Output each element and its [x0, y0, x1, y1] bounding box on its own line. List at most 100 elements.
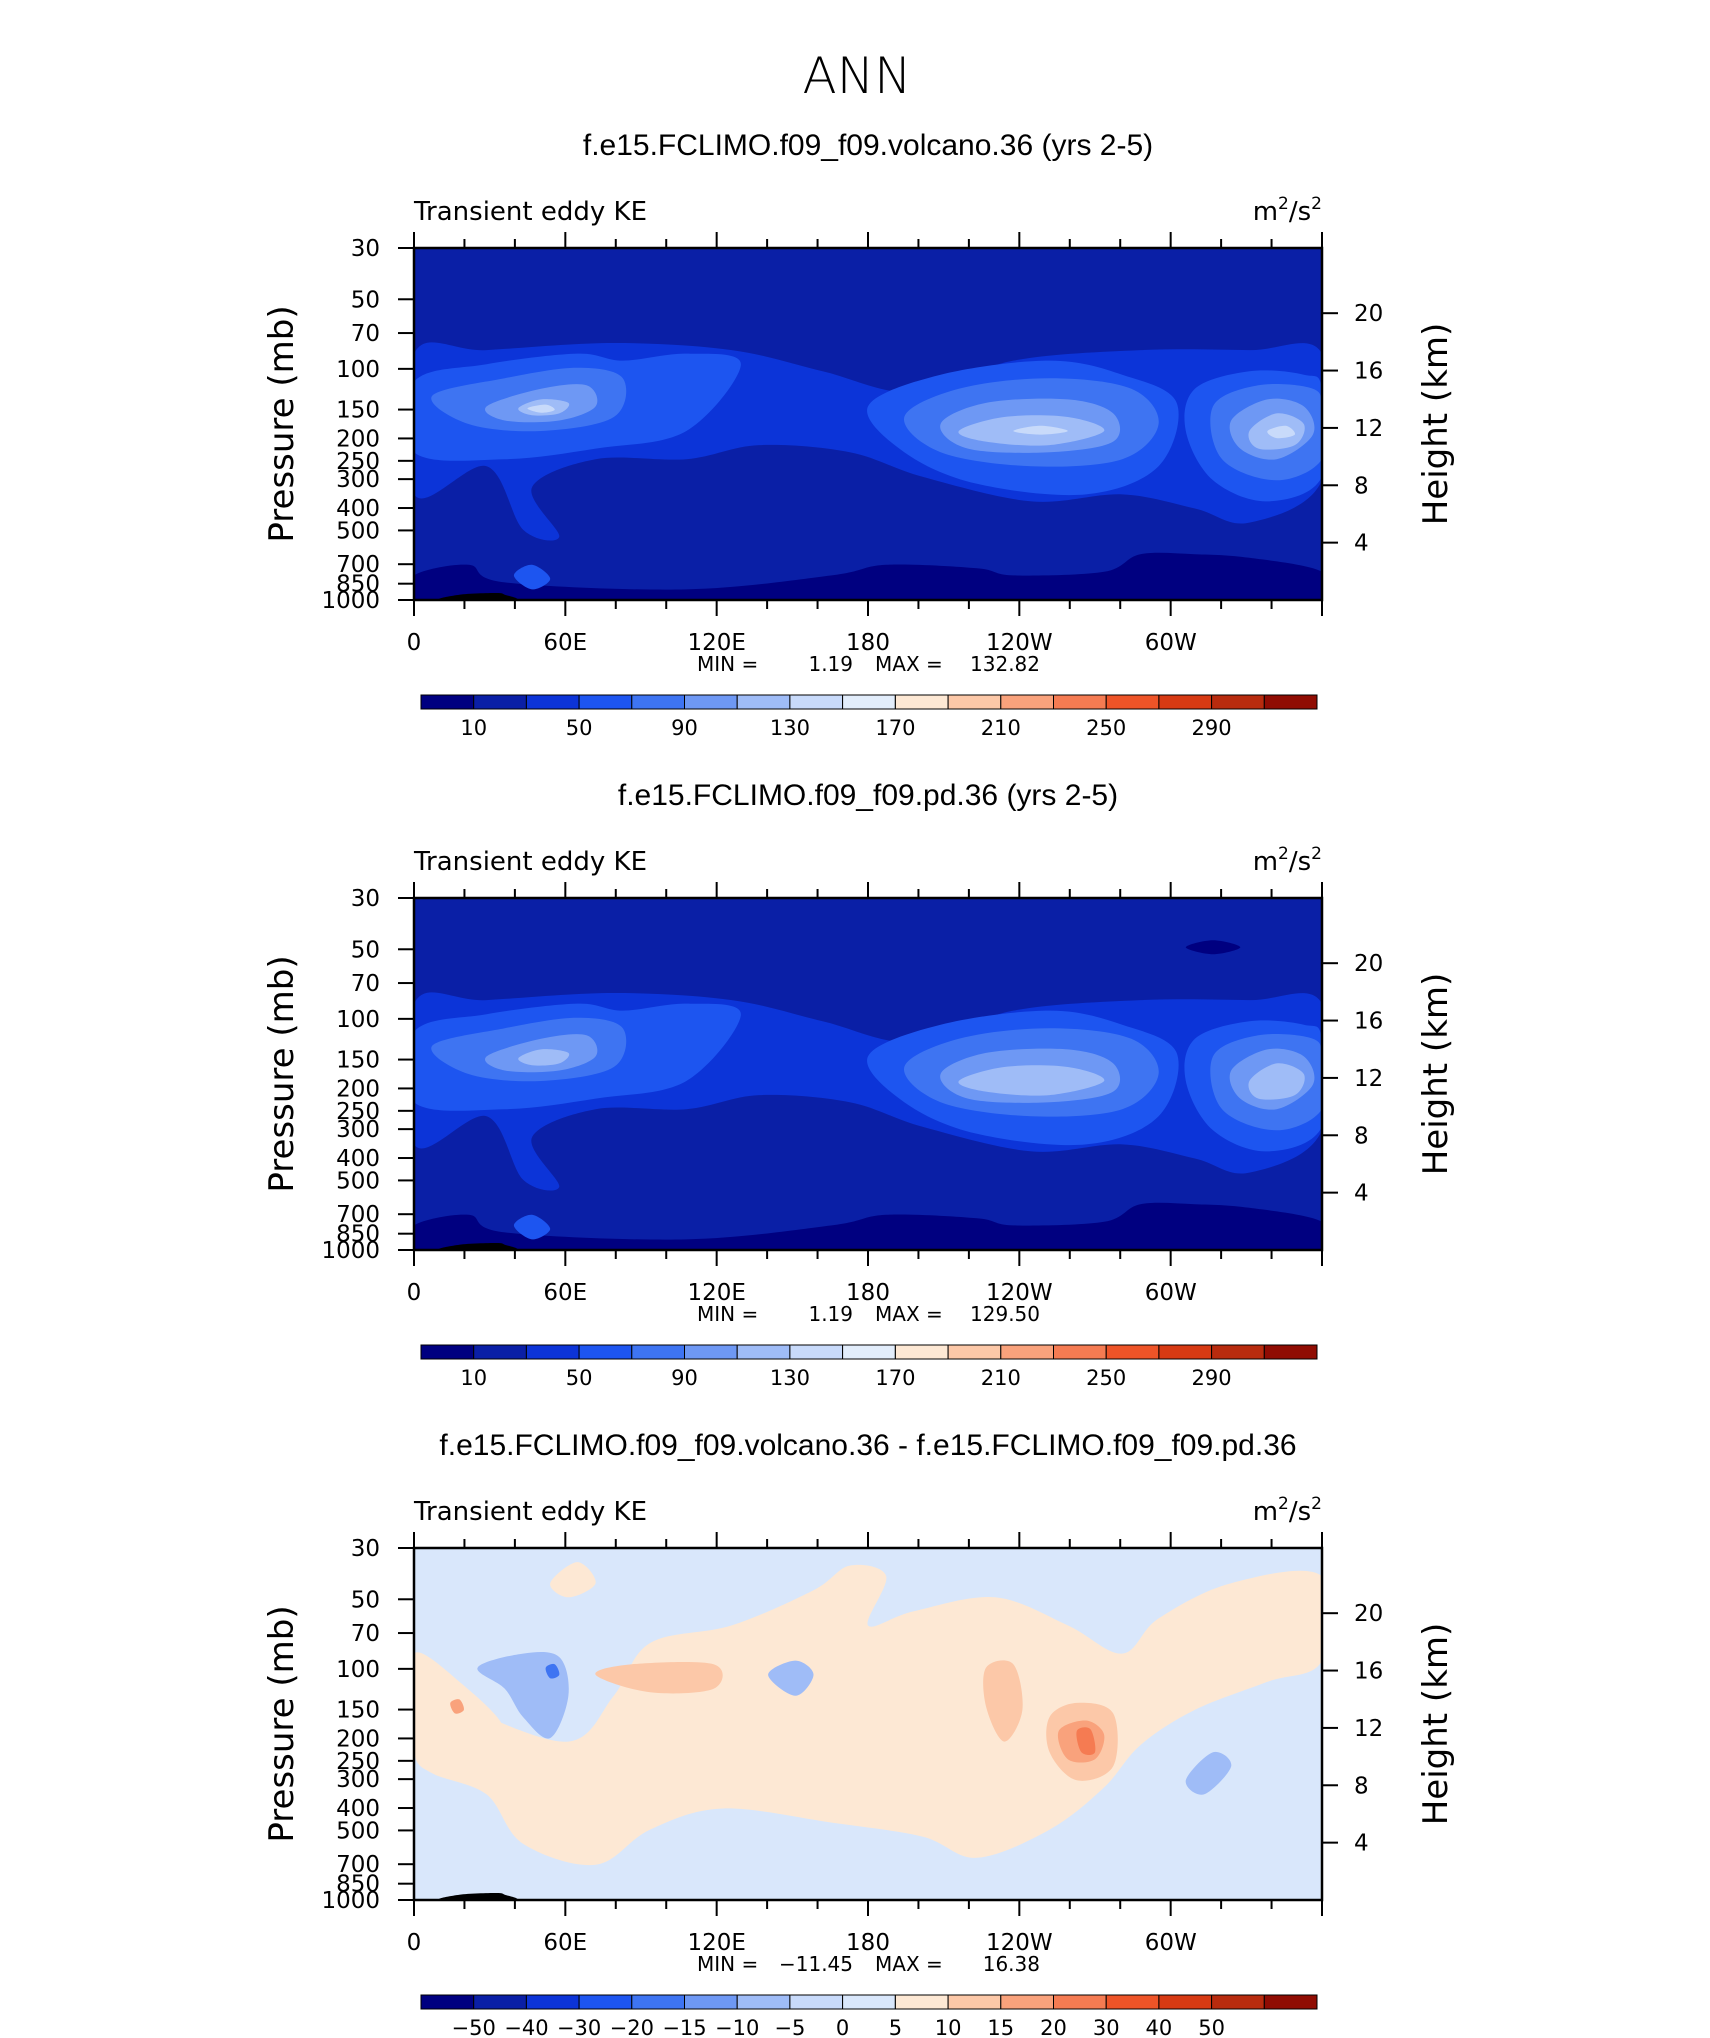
colorbar-label: 290: [1192, 1366, 1232, 1390]
colorbar-box: [525, 1994, 580, 2010]
contour-band-neg-1: [477, 1652, 569, 1739]
y-tick-label: 100: [336, 1657, 380, 1683]
contour-band-210-east: [958, 1065, 1105, 1096]
x-tick-label: 60W: [1145, 1280, 1197, 1306]
colorbar-box: [1263, 694, 1318, 710]
colorbar-label: −50: [452, 2016, 496, 2038]
units-mid: /s: [1289, 847, 1311, 877]
colorbar-label: 130: [770, 716, 810, 740]
colorbar-box: [1158, 1344, 1213, 1360]
colorbar-box: [631, 694, 685, 710]
y2-tick-label: 20: [1354, 951, 1383, 977]
x-tick-label: 60E: [543, 1280, 587, 1306]
colorbar-label: 10: [460, 716, 487, 740]
units-base: m: [1253, 1497, 1278, 1527]
y-tick-label: 850: [336, 572, 380, 598]
y-axis-label: Pressure (mb): [262, 305, 302, 542]
colorbar-box: [631, 1994, 685, 2010]
contour-band-low: [414, 552, 1322, 600]
units-exp: 2: [1311, 1494, 1322, 1514]
panel-units: m2/s2: [1253, 194, 1322, 227]
contour-field: [414, 898, 1322, 1250]
topography: [438, 593, 518, 600]
contour-band-210: [518, 1049, 570, 1066]
y-tick-label: 70: [351, 971, 380, 997]
panel-units: m2/s2: [1253, 1494, 1322, 1527]
x-tick-label: 60W: [1145, 630, 1197, 656]
contour-band-pos-2: [550, 1562, 596, 1598]
contour-field: [414, 248, 1322, 600]
y-axis-label: Pressure (mb): [262, 955, 302, 1192]
colorbar-label: −30: [557, 2016, 601, 2038]
colorbar-label: 290: [1192, 716, 1232, 740]
panel-3: f.e15.FCLIMO.f09_f09.volcano.36 - f.e15.…: [262, 1429, 1456, 2038]
y-tick-label: 400: [336, 496, 380, 522]
colorbar-box: [894, 1994, 949, 2010]
min-value: 1.19: [808, 652, 853, 676]
colorbar-box: [473, 694, 527, 710]
colorbar-box: [684, 1994, 738, 2010]
colorbar-label: 10: [460, 1366, 487, 1390]
y2-tick-label: 12: [1354, 1716, 1383, 1742]
y-tick-label: 100: [336, 357, 380, 383]
y-tick-label: 70: [351, 1621, 380, 1647]
colorbar-box: [578, 1344, 633, 1360]
colorbar-box: [1105, 694, 1160, 710]
colorbar-box: [842, 694, 896, 710]
y-tick-label: 150: [336, 1698, 380, 1724]
y-tick-label: 250: [336, 449, 380, 475]
colorbar-box: [1263, 1344, 1318, 1360]
y-tick-label: 30: [351, 236, 380, 262]
colorbar-box: [525, 1344, 580, 1360]
contour-band-neg-core: [545, 1663, 560, 1679]
colorbar-label: 50: [566, 716, 593, 740]
colorbar-box: [1053, 1344, 1107, 1360]
y-tick-label: 200: [336, 1726, 380, 1752]
panel-units: m2/s2: [1253, 844, 1322, 877]
y2-tick-label: 16: [1354, 1009, 1383, 1035]
y-tick-label: 500: [336, 518, 380, 544]
max-label: MAX =: [875, 652, 943, 676]
contour-band-pos-10: [595, 1661, 723, 1694]
colorbar-label: 10: [935, 2016, 962, 2038]
panel-1: f.e15.FCLIMO.f09_f09.volcano.36 (yrs 2-5…: [262, 129, 1456, 740]
colorbar-label: 90: [671, 1366, 698, 1390]
colorbar-box: [894, 694, 949, 710]
colorbar-box: [631, 1344, 685, 1360]
contour-band-surface-small: [513, 564, 551, 590]
colorbar-box: [420, 1994, 475, 2010]
colorbar-box: [1263, 1994, 1318, 2010]
x-tick-label: 120E: [687, 1280, 745, 1306]
min-label: MIN =: [697, 1302, 758, 1326]
x-tick-label: 120W: [986, 630, 1053, 656]
colorbar-label: −5: [774, 2016, 805, 2038]
y-tick-label: 200: [336, 426, 380, 452]
y-tick-label: 70: [351, 321, 380, 347]
x-tick-label: 120E: [687, 1930, 745, 1956]
y-tick-label: 300: [336, 1117, 380, 1143]
y-tick-label: 1000: [321, 1238, 380, 1264]
colorbar-box: [842, 1994, 896, 2010]
y-tick-label: 300: [336, 1767, 380, 1793]
colorbar-label: 30: [1093, 2016, 1120, 2038]
colorbar-box: [1053, 694, 1107, 710]
colorbar-label: 210: [981, 1366, 1021, 1390]
units-exp: 2: [1278, 1494, 1289, 1514]
units-base: m: [1253, 197, 1278, 227]
colorbar-box: [842, 1344, 896, 1360]
contour-band-pos-10d: [450, 1699, 465, 1714]
contour-band-neg-2: [768, 1660, 814, 1696]
units-exp: 2: [1278, 844, 1289, 864]
units-mid: /s: [1289, 1497, 1311, 1527]
y-tick-label: 50: [351, 937, 380, 963]
units-mid: /s: [1289, 197, 1311, 227]
y2-tick-label: 16: [1354, 359, 1383, 385]
y-tick-label: 50: [351, 1587, 380, 1613]
colorbar-box: [736, 1344, 791, 1360]
panel-subtitle-left: Transient eddy KE: [413, 1497, 647, 1527]
y-tick-label: 300: [336, 467, 380, 493]
min-label: MIN =: [697, 1952, 758, 1976]
y2-tick-label: 20: [1354, 1601, 1383, 1627]
y-tick-label: 250: [336, 1749, 380, 1775]
units-exp: 2: [1278, 194, 1289, 214]
